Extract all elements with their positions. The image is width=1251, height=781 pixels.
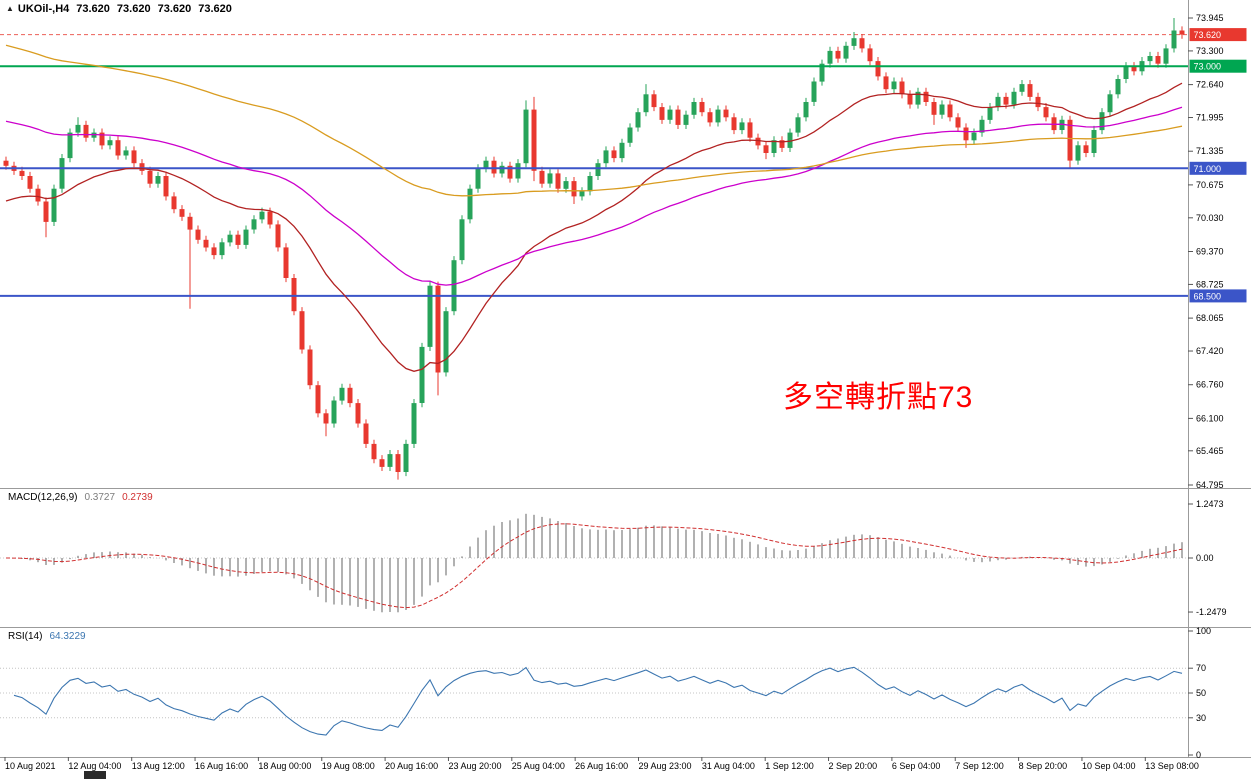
svg-text:16 Aug 16:00: 16 Aug 16:00 (195, 761, 248, 771)
svg-text:20 Aug 16:00: 20 Aug 16:00 (385, 761, 438, 771)
macd-name: MACD(12,26,9) (8, 492, 78, 503)
ohlc-high: 73.620 (116, 3, 151, 15)
expand-arrow-icon[interactable]: ▲ (6, 4, 14, 13)
svg-text:0.00: 0.00 (1196, 553, 1214, 563)
price-tag (1189, 289, 1247, 303)
rsi-name: RSI(14) (8, 631, 43, 642)
macd-label: MACD(12,26,9) 0.3727 0.2739 (8, 492, 153, 503)
ohlc-low: 73.620 (157, 3, 192, 15)
ma-line-fast (5, 82, 1183, 372)
svg-text:8 Sep 20:00: 8 Sep 20:00 (1019, 761, 1068, 771)
time-axis[interactable] (0, 758, 1188, 781)
svg-text:25 Aug 04:00: 25 Aug 04:00 (512, 761, 565, 771)
svg-text:10 Aug 2021: 10 Aug 2021 (5, 761, 56, 771)
svg-text:18 Aug 00:00: 18 Aug 00:00 (258, 761, 311, 771)
symbol-timeframe-label: UKOil-,H4 (17, 3, 70, 15)
svg-text:69.370: 69.370 (1196, 247, 1224, 257)
price-tag (1189, 59, 1247, 73)
rsi-label: RSI(14) 64.3229 (8, 631, 86, 642)
chart-header: ▲ UKOil-,H4 73.620 73.620 73.620 73.620 (6, 3, 232, 15)
svg-text:1 Sep 12:00: 1 Sep 12:00 (765, 761, 814, 771)
price-tag (1189, 161, 1247, 175)
svg-text:13 Sep 08:00: 13 Sep 08:00 (1145, 761, 1199, 771)
svg-text:31 Aug 04:00: 31 Aug 04:00 (702, 761, 755, 771)
rsi-value: 64.3229 (49, 631, 86, 642)
svg-text:67.420: 67.420 (1196, 346, 1224, 356)
macd-value: 0.3727 (84, 492, 116, 503)
svg-text:71.995: 71.995 (1196, 113, 1224, 123)
svg-text:68.500: 68.500 (1194, 291, 1222, 301)
svg-text:71.335: 71.335 (1196, 146, 1224, 156)
svg-text:70.030: 70.030 (1196, 213, 1224, 223)
svg-text:0: 0 (1196, 750, 1201, 760)
candles-layer (3, 18, 1185, 480)
macd-histogram (13, 513, 1183, 613)
svg-text:29 Aug 23:00: 29 Aug 23:00 (639, 761, 692, 771)
svg-text:100: 100 (1196, 626, 1211, 636)
ohlc-close: 73.620 (198, 3, 232, 15)
svg-text:66.760: 66.760 (1196, 380, 1224, 390)
svg-text:68.725: 68.725 (1196, 279, 1224, 289)
ma-line-mid (5, 106, 1183, 286)
svg-text:2 Sep 20:00: 2 Sep 20:00 (829, 761, 878, 771)
svg-text:10 Sep 04:00: 10 Sep 04:00 (1082, 761, 1136, 771)
svg-text:1.2473: 1.2473 (1196, 499, 1224, 509)
svg-text:-1.2479: -1.2479 (1196, 607, 1227, 617)
svg-text:64.795: 64.795 (1196, 480, 1224, 490)
svg-text:13 Aug 12:00: 13 Aug 12:00 (132, 761, 185, 771)
svg-text:23 Aug 20:00: 23 Aug 20:00 (448, 761, 501, 771)
svg-text:12 Aug 04:00: 12 Aug 04:00 (68, 761, 121, 771)
ohlc-open: 73.620 (76, 3, 110, 15)
rsi-line (13, 666, 1183, 736)
price-tag (1189, 28, 1247, 42)
svg-text:73.300: 73.300 (1196, 46, 1224, 56)
svg-text:70: 70 (1196, 663, 1206, 673)
svg-text:73.000: 73.000 (1194, 62, 1222, 72)
svg-text:6 Sep 04:00: 6 Sep 04:00 (892, 761, 941, 771)
macd-signal-line (5, 523, 1183, 609)
h-scrollbar-thumb[interactable] (84, 771, 106, 779)
svg-text:66.100: 66.100 (1196, 413, 1224, 423)
svg-text:7 Sep 12:00: 7 Sep 12:00 (955, 761, 1004, 771)
svg-text:65.465: 65.465 (1196, 446, 1224, 456)
svg-text:26 Aug 16:00: 26 Aug 16:00 (575, 761, 628, 771)
ma-line-slow (5, 44, 1183, 197)
svg-text:19 Aug 08:00: 19 Aug 08:00 (322, 761, 375, 771)
svg-text:30: 30 (1196, 713, 1206, 723)
price-axis[interactable] (1190, 0, 1251, 757)
svg-text:50: 50 (1196, 688, 1206, 698)
macd-signal-value: 0.2739 (122, 492, 153, 503)
svg-text:68.065: 68.065 (1196, 313, 1224, 323)
svg-text:73.620: 73.620 (1194, 30, 1222, 40)
trend-annotation[interactable]: 多空轉折點73 (783, 381, 974, 414)
svg-text:72.640: 72.640 (1196, 80, 1224, 90)
svg-text:71.000: 71.000 (1194, 164, 1222, 174)
svg-text:73.945: 73.945 (1196, 13, 1224, 23)
svg-text:70.675: 70.675 (1196, 180, 1224, 190)
